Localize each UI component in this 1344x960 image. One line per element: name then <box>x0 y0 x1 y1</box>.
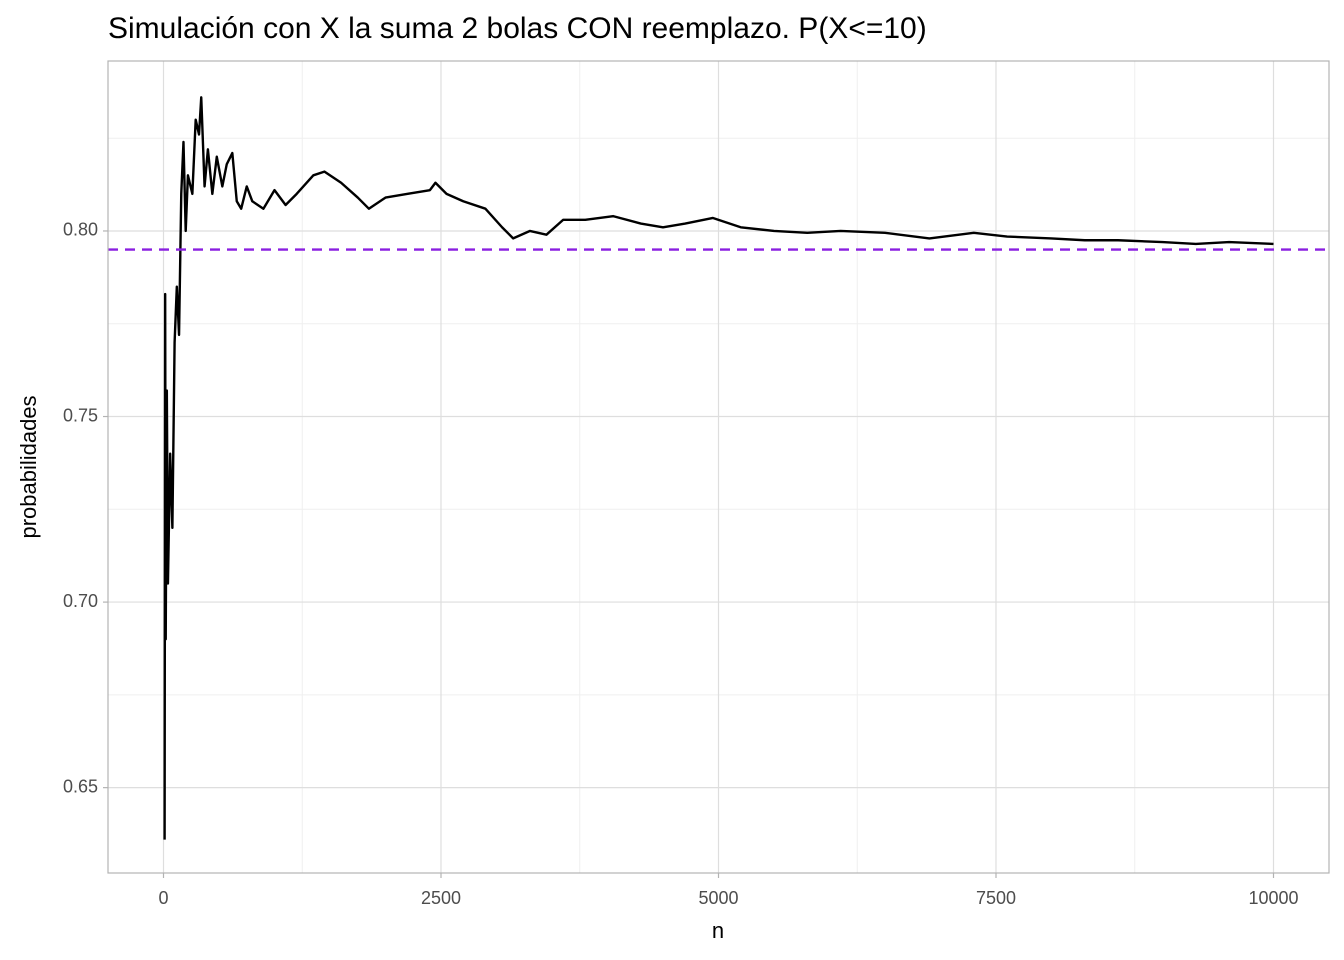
y-tick-label: 0.80 <box>63 220 98 240</box>
x-tick-label: 2500 <box>421 888 461 908</box>
y-tick-label: 0.65 <box>63 776 98 796</box>
x-tick-label: 7500 <box>976 888 1016 908</box>
chart-title: Simulación con X la suma 2 bolas CON ree… <box>108 12 927 45</box>
x-tick-label: 5000 <box>698 888 738 908</box>
y-tick-label: 0.75 <box>63 405 98 425</box>
x-tick-label: 10000 <box>1248 888 1298 908</box>
data-line <box>163 96 1274 840</box>
x-tick-label: 0 <box>158 888 168 908</box>
y-axis-title: probabilidades <box>16 395 41 538</box>
x-axis-title: n <box>712 918 724 943</box>
y-tick-label: 0.70 <box>63 591 98 611</box>
panel-border <box>107 60 1330 874</box>
